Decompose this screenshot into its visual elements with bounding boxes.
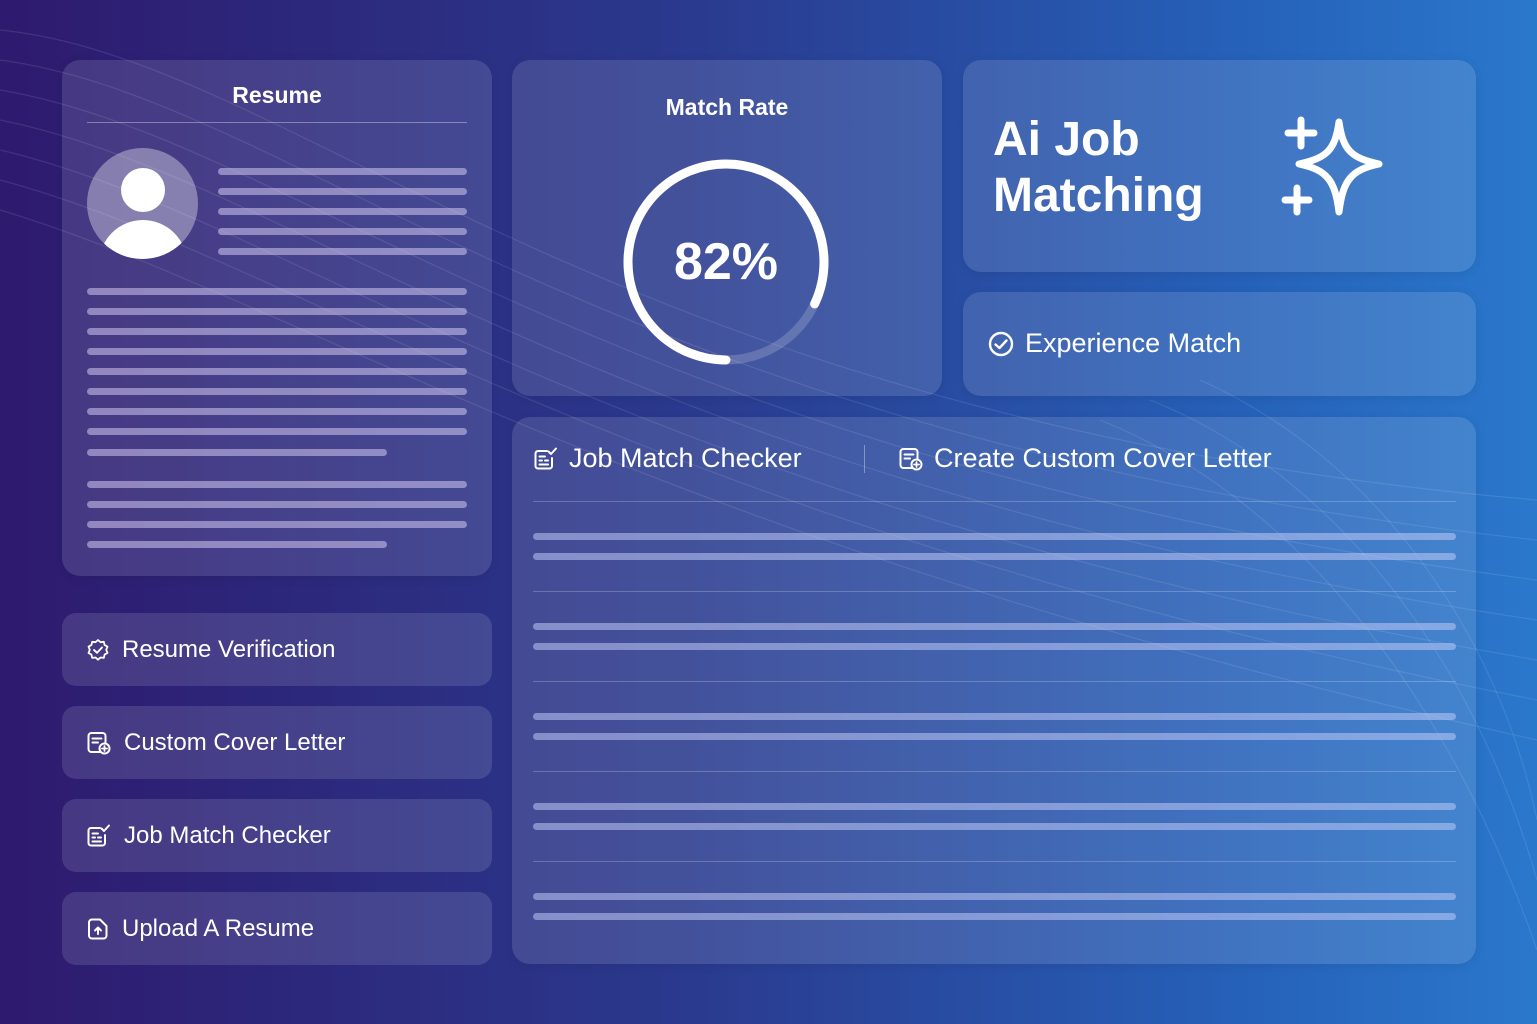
resume-text-line: [87, 501, 467, 508]
placeholder-line: [533, 643, 1456, 650]
resume-text-line: [87, 521, 467, 528]
ai-job-matching-title: Ai Job Matching: [993, 113, 1204, 222]
feature-label: Resume Verification: [122, 635, 336, 663]
match-rate-progress-arc: [623, 159, 829, 365]
upload-resume-button[interactable]: Upload A Resume: [62, 892, 492, 965]
resume-text-line: [87, 288, 467, 295]
avatar: [87, 148, 198, 259]
job-match-panel: Job Match Checker Create Custom Cover Le…: [512, 417, 1476, 964]
resume-text-line: [87, 328, 467, 335]
resume-divider: [87, 122, 467, 123]
tab-label: Job Match Checker: [569, 443, 802, 473]
custom-cover-letter-button[interactable]: Custom Cover Letter: [62, 706, 492, 779]
resume-text-line: [218, 188, 467, 195]
resume-text-line: [87, 308, 467, 315]
divider: [533, 771, 1456, 772]
match-rate-title: Match Rate: [665, 94, 789, 120]
placeholder-line: [533, 553, 1456, 560]
placeholder-line: [533, 803, 1456, 810]
checklist-icon: [87, 824, 110, 846]
feature-label: Custom Cover Letter: [124, 728, 346, 756]
placeholder-line: [533, 913, 1456, 920]
resume-text-line: [218, 228, 467, 235]
placeholder-line: [533, 713, 1456, 720]
placeholder-line: [533, 893, 1456, 900]
job-match-checker-button[interactable]: Job Match Checker: [62, 799, 492, 872]
cover-letter-icon: [899, 447, 923, 470]
placeholder-line: [533, 823, 1456, 830]
resume-text-line: [87, 388, 467, 395]
divider: [533, 501, 1456, 502]
resume-text-line: [218, 248, 467, 255]
upload-file-icon: [88, 918, 108, 939]
match-rate-card: Match Rate 82%: [512, 60, 942, 396]
checklist-icon: [534, 447, 557, 469]
resume-text-line: [87, 449, 387, 456]
divider: [533, 861, 1456, 862]
resume-text-line: [87, 348, 467, 355]
divider: [533, 591, 1456, 592]
ai-job-matching-card: Ai Job Matching: [963, 60, 1476, 272]
tab-job-match-checker[interactable]: Job Match Checker: [533, 443, 802, 474]
resume-text-line: [87, 428, 467, 435]
experience-match-card: Experience Match: [963, 292, 1476, 396]
resume-card: Resume: [62, 60, 492, 576]
placeholder-line: [533, 533, 1456, 540]
feature-label: Upload A Resume: [122, 914, 315, 942]
tab-label: Create Custom Cover Letter: [934, 443, 1272, 473]
resume-title: Resume: [232, 82, 322, 108]
placeholder-line: [533, 623, 1456, 630]
tab-create-custom-cover-letter[interactable]: Create Custom Cover Letter: [898, 443, 1272, 474]
match-rate-value: 82%: [673, 233, 779, 291]
check-circle-icon: [988, 331, 1014, 356]
tab-separator: [864, 445, 865, 473]
sparkle-icon: [1281, 116, 1383, 216]
resume-verification-button[interactable]: Resume Verification: [62, 613, 492, 686]
experience-match-label: Experience Match: [1025, 328, 1242, 358]
match-rate-gauge: [623, 159, 829, 365]
resume-text-line: [87, 408, 467, 415]
resume-text-line: [87, 368, 467, 375]
verified-badge-icon: [87, 638, 109, 661]
cover-letter-icon: [87, 731, 111, 754]
resume-text-line: [218, 168, 467, 175]
resume-text-line: [87, 481, 467, 488]
experience-match-row: Experience Match: [987, 328, 1241, 359]
placeholder-line: [533, 733, 1456, 740]
resume-text-line: [218, 208, 467, 215]
divider: [533, 681, 1456, 682]
feature-label: Job Match Checker: [124, 821, 331, 849]
resume-text-line: [87, 541, 387, 548]
